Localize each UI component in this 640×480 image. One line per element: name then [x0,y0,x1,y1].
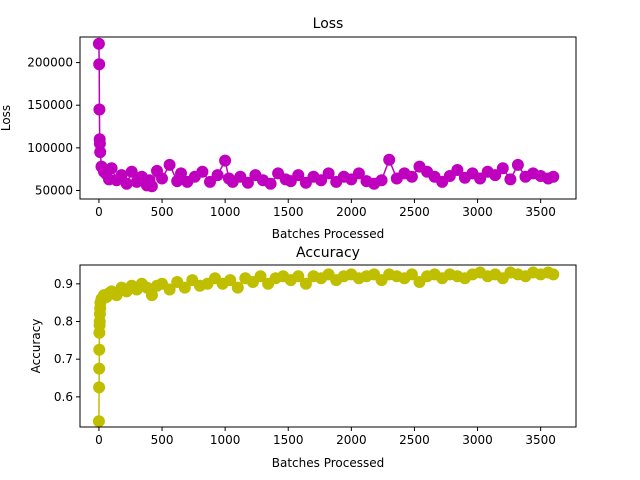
loss-data-point [352,167,365,180]
loss-x-tick-label: 0 [95,205,103,219]
loss-data-point [219,154,232,167]
loss-x-tick-label: 1000 [210,205,241,219]
accuracy-data-point [231,281,244,294]
loss-data-point [93,137,106,150]
loss-data-point [511,158,524,171]
accuracy-data-point [93,343,106,356]
loss-data-point [93,103,106,116]
loss-data-point [241,176,254,189]
accuracy-data-point [93,381,106,394]
accuracy-data-point [292,270,305,283]
loss-x-tick-label: 3500 [525,205,556,219]
loss-y-axis-label: Loss [0,105,13,131]
loss-y-tick-label: 200000 [27,56,73,70]
accuracy-x-tick-label: 1500 [273,433,304,447]
loss-data-point [163,158,176,171]
loss-y-tick-label: 150000 [27,98,73,112]
accuracy-axes-frame [79,264,577,428]
loss-data-point [375,174,388,187]
loss-data-point [211,169,224,182]
loss-x-axis-label: Batches Processed [272,227,384,241]
loss-data-point [322,167,335,180]
loss-data-point [125,165,138,178]
loss-data-point [504,173,517,186]
loss-title: Loss [313,16,344,32]
accuracy-x-tick-label: 2000 [336,433,367,447]
loss-x-tick-label: 2000 [336,205,367,219]
accuracy-data-point [299,277,312,290]
accuracy-data-point [92,415,105,428]
loss-data-point [92,37,105,50]
accuracy-data-point [145,289,158,302]
accuracy-data-point [254,270,267,283]
loss-ticks: 0 500 1000 1500 2000 2500 3000 3500 50000 100000 1… [27,56,556,219]
accuracy-data-point [547,268,560,281]
accuracy-x-tick-label: 500 [151,433,174,447]
accuracy-x-tick-label: 3000 [462,433,493,447]
loss-data-point [93,58,106,71]
loss-data-point [145,180,158,193]
accuracy-title: Accuracy [296,245,360,261]
loss-data-point [120,177,133,190]
loss-data-point [405,170,418,183]
loss-data-point [496,162,509,175]
loss-y-tick-label: 50000 [35,183,73,197]
loss-data-point [383,153,396,166]
accuracy-x-tick-label: 1000 [210,433,241,447]
loss-data-point [264,177,277,190]
loss-y-tick-label: 100000 [27,141,73,155]
accuracy-y-tick-label: 0.8 [54,315,73,329]
loss-data-point [175,167,187,180]
loss-x-tick-label: 2500 [399,205,430,219]
accuracy-series [92,266,560,428]
loss-data-point [196,165,209,178]
loss-chart: Loss 0 500 1000 1500 2000 2500 3000 3500 50000 10… [0,16,577,241]
loss-series [92,37,560,193]
accuracy-data-point [405,268,418,281]
loss-axes-frame [79,36,577,200]
loss-data-point [451,164,464,176]
loss-data-point [94,146,107,159]
accuracy-x-tick-label: 2500 [399,433,430,447]
accuracy-y-tick-label: 0.7 [54,352,73,366]
accuracy-y-tick-label: 0.9 [54,277,73,291]
accuracy-x-axis-label: Batches Processed [272,456,384,470]
loss-data-point [156,172,168,185]
accuracy-data-point [224,274,237,287]
loss-data-point [105,162,118,175]
accuracy-y-axis-label: Accuracy [29,319,43,374]
accuracy-y-tick-label: 0.6 [54,390,73,404]
loss-x-tick-label: 3000 [462,205,493,219]
loss-x-tick-label: 1500 [273,205,304,219]
loss-data-point [547,170,560,183]
accuracy-chart: Accuracy 0 500 1000 1500 2000 2500 3000 3500 0.6… [29,245,577,470]
accuracy-x-tick-label: 0 [95,433,103,447]
accuracy-data-point [163,283,176,296]
accuracy-ticks: 0 500 1000 1500 2000 2500 3000 3500 0.6 0.7 0.8 0.9 [54,277,556,447]
accuracy-x-tick-label: 3500 [525,433,556,447]
loss-x-tick-label: 500 [151,205,174,219]
accuracy-data-point [93,362,106,375]
loss-data-point [292,169,305,182]
accuracy-data-point [178,281,191,294]
